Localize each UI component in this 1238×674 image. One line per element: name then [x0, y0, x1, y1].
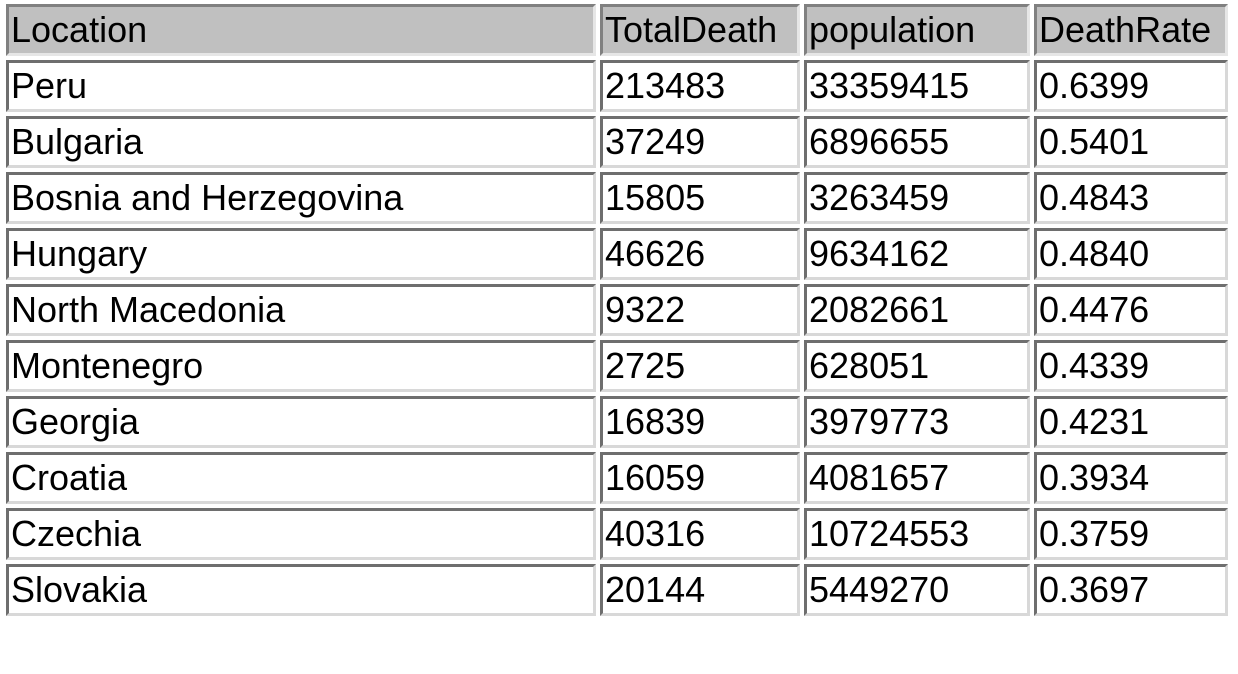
population-cell: 4081657: [804, 452, 1030, 504]
deathrate-cell: 0.4476: [1034, 284, 1228, 336]
table-row: Montenegro 2725 628051 0.4339: [6, 340, 1228, 392]
table-row: Hungary 46626 9634162 0.4840: [6, 228, 1228, 280]
location-cell: Georgia: [6, 396, 596, 448]
totaldeath-cell: 15805: [600, 172, 800, 224]
column-header-totaldeath: TotalDeath: [600, 4, 800, 56]
population-cell: 5449270: [804, 564, 1030, 616]
header-row: Location TotalDeath population DeathRate: [6, 4, 1228, 56]
table-row: Georgia 16839 3979773 0.4231: [6, 396, 1228, 448]
totaldeath-cell: 213483: [600, 60, 800, 112]
population-cell: 3979773: [804, 396, 1030, 448]
location-cell: Bosnia and Herzegovina: [6, 172, 596, 224]
population-cell: 10724553: [804, 508, 1030, 560]
totaldeath-cell: 20144: [600, 564, 800, 616]
deathrate-cell: 0.6399: [1034, 60, 1228, 112]
table-row: Croatia 16059 4081657 0.3934: [6, 452, 1228, 504]
population-cell: 33359415: [804, 60, 1030, 112]
totaldeath-cell: 9322: [600, 284, 800, 336]
deathrate-cell: 0.4843: [1034, 172, 1228, 224]
location-cell: Czechia: [6, 508, 596, 560]
results-table: Location TotalDeath population DeathRate…: [2, 0, 1232, 620]
totaldeath-cell: 46626: [600, 228, 800, 280]
location-cell: Hungary: [6, 228, 596, 280]
totaldeath-cell: 2725: [600, 340, 800, 392]
table-row: Peru 213483 33359415 0.6399: [6, 60, 1228, 112]
totaldeath-cell: 37249: [600, 116, 800, 168]
deathrate-cell: 0.4339: [1034, 340, 1228, 392]
deathrate-cell: 0.3934: [1034, 452, 1228, 504]
deathrate-cell: 0.4231: [1034, 396, 1228, 448]
population-cell: 3263459: [804, 172, 1030, 224]
location-cell: Bulgaria: [6, 116, 596, 168]
table-row: Bulgaria 37249 6896655 0.5401: [6, 116, 1228, 168]
population-cell: 9634162: [804, 228, 1030, 280]
totaldeath-cell: 40316: [600, 508, 800, 560]
population-cell: 628051: [804, 340, 1030, 392]
totaldeath-cell: 16839: [600, 396, 800, 448]
table-row: Bosnia and Herzegovina 15805 3263459 0.4…: [6, 172, 1228, 224]
population-cell: 2082661: [804, 284, 1030, 336]
table-row: North Macedonia 9322 2082661 0.4476: [6, 284, 1228, 336]
column-header-location: Location: [6, 4, 596, 56]
deathrate-cell: 0.4840: [1034, 228, 1228, 280]
deathrate-cell: 0.3759: [1034, 508, 1228, 560]
column-header-population: population: [804, 4, 1030, 56]
table-row: Slovakia 20144 5449270 0.3697: [6, 564, 1228, 616]
column-header-deathrate: DeathRate: [1034, 4, 1228, 56]
location-cell: Slovakia: [6, 564, 596, 616]
population-cell: 6896655: [804, 116, 1030, 168]
location-cell: North Macedonia: [6, 284, 596, 336]
location-cell: Croatia: [6, 452, 596, 504]
totaldeath-cell: 16059: [600, 452, 800, 504]
location-cell: Montenegro: [6, 340, 596, 392]
location-cell: Peru: [6, 60, 596, 112]
deathrate-cell: 0.3697: [1034, 564, 1228, 616]
deathrate-cell: 0.5401: [1034, 116, 1228, 168]
table-row: Czechia 40316 10724553 0.3759: [6, 508, 1228, 560]
